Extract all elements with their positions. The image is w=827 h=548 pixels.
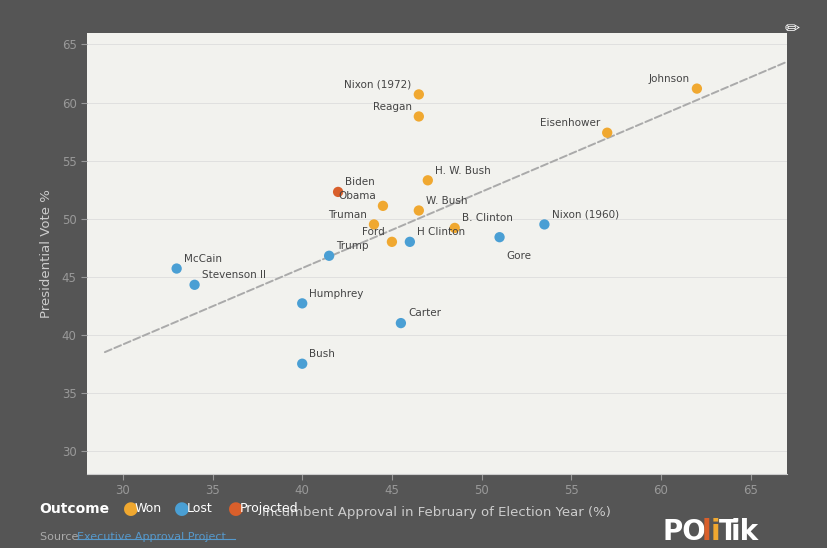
Point [394,319,407,328]
Text: Outcome: Outcome [40,501,110,516]
Text: Won: Won [135,502,162,515]
Point [447,224,461,232]
Point [412,112,425,121]
Text: Lost: Lost [186,502,212,515]
Text: Truman: Truman [327,210,366,220]
Point [170,264,183,273]
Text: Nixon (1972): Nixon (1972) [344,80,411,90]
Text: Obama: Obama [337,191,375,201]
Point [403,237,416,246]
Text: Stevenson II: Stevenson II [202,270,265,280]
Point [367,220,380,229]
Text: PO: PO [662,517,705,546]
Text: Trump: Trump [336,241,368,251]
Text: ●: ● [122,500,138,517]
Point [295,359,308,368]
Text: Gore: Gore [506,251,531,261]
Text: Projected: Projected [240,502,299,515]
Text: Bush: Bush [309,349,335,359]
Text: Executive Approval Project: Executive Approval Project [77,532,226,542]
Text: ●: ● [174,500,189,517]
Text: ik: ik [729,517,758,546]
Point [375,202,389,210]
Text: H. W. Bush: H. W. Bush [434,165,490,176]
Point [421,176,434,185]
Text: Reagan: Reagan [372,102,411,112]
Text: Eisenhower: Eisenhower [539,118,600,128]
Point [188,281,201,289]
X-axis label: Incumbent Approval in February of Election Year (%): Incumbent Approval in February of Electi… [262,506,610,519]
Text: Nixon (1960): Nixon (1960) [551,210,618,220]
Point [412,206,425,215]
Point [295,299,308,308]
Point [600,128,613,137]
Text: ●: ● [227,500,243,517]
Text: W. Bush: W. Bush [425,196,467,206]
Text: Humphrey: Humphrey [309,289,363,299]
Text: T: T [718,517,737,546]
Point [537,220,550,229]
Point [331,187,344,196]
Text: Johnson: Johnson [648,74,689,84]
Text: Biden: Biden [345,178,375,187]
Point [412,90,425,99]
Text: i: i [710,517,719,546]
Text: B. Clinton: B. Clinton [461,213,512,223]
Y-axis label: Presidential Vote %: Presidential Vote % [41,189,53,318]
Text: l: l [700,517,710,546]
Point [385,237,398,246]
Point [322,252,335,260]
Point [492,233,505,242]
Text: Ford: Ford [361,227,385,237]
Text: H Clinton: H Clinton [417,227,465,237]
Text: McCain: McCain [184,254,222,264]
Text: Carter: Carter [408,309,441,318]
Text: Source:: Source: [40,532,85,542]
Point [690,84,703,93]
Text: ✏: ✏ [784,21,799,38]
